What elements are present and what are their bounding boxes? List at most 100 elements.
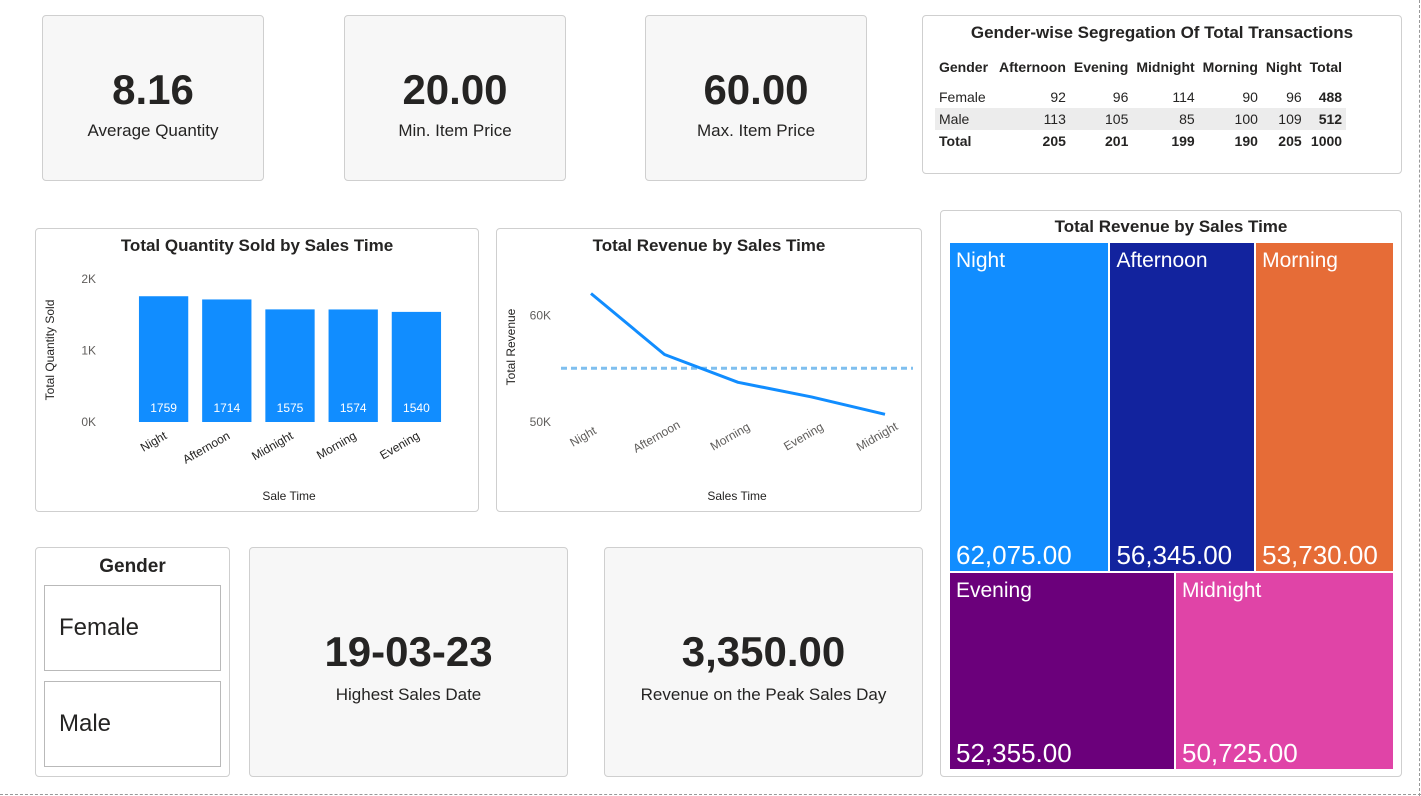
- y-axis-title: Total Quantity Sold: [43, 300, 57, 401]
- x-tick-label: Night: [138, 428, 170, 454]
- kpi-label: Highest Sales Date: [335, 685, 482, 704]
- x-tick-label: Midnight: [854, 419, 901, 454]
- table-cell: 85: [1132, 108, 1199, 130]
- bar-evening: [391, 311, 442, 422]
- bar-night: [138, 296, 189, 422]
- bar-value-label: 1759: [150, 401, 177, 415]
- treemap-cell-evening[interactable]: Evening 52,355.00: [949, 572, 1176, 770]
- bar-value-label: 1540: [403, 401, 430, 415]
- x-tick-label: Evening: [377, 428, 422, 462]
- revenue-treemap-visual: Total Revenue by Sales Time Night 62,075.…: [940, 210, 1402, 777]
- kpi-min-item-price: 20.00 Min. Item Price: [344, 15, 566, 181]
- bar-chart-title: Total Quantity Sold by Sales Time: [120, 236, 394, 255]
- bar-value-label: 1714: [213, 401, 240, 415]
- x-tick-label: Evening: [781, 420, 826, 454]
- kpi-highest-sales-date: 19-03-23 Highest Sales Date: [249, 547, 568, 777]
- table-cell: 199: [1171, 133, 1195, 149]
- x-tick-label: Afternoon: [180, 428, 232, 466]
- y-tick-label: 50K: [530, 415, 551, 429]
- table-cell: 113: [995, 108, 1070, 130]
- table-cell: 201: [1105, 133, 1129, 149]
- kpi-average-quantity: 8.16 Average Quantity: [42, 15, 264, 181]
- kpi-value: 3,350.00: [681, 628, 846, 675]
- column-header: Afternoon: [999, 59, 1066, 75]
- treemap-cell-morning[interactable]: Morning 53,730.00: [1255, 242, 1394, 573]
- y-axis-title: Total Revenue: [504, 308, 518, 385]
- table-row: Female 92 96 114 90 96 488: [935, 86, 1346, 108]
- x-tick-label: Midnight: [249, 428, 296, 463]
- kpi-value: 19-03-23: [324, 628, 493, 675]
- table-cell: 205: [1042, 133, 1066, 149]
- treemap-cell-afternoon[interactable]: Afternoon 56,345.00: [1109, 242, 1256, 573]
- kpi-peak-day-revenue: 3,350.00 Revenue on the Peak Sales Day: [604, 547, 923, 777]
- treemap-cell-value: 56,345.00: [1116, 540, 1233, 571]
- x-tick-label: Morning: [708, 420, 753, 454]
- table-cell: 190: [1234, 133, 1258, 149]
- table-row: Male 113 105 85 100 109 512: [935, 108, 1347, 130]
- kpi-label: Max. Item Price: [696, 121, 816, 140]
- table-cell-total: 512: [1305, 108, 1347, 130]
- table-cell-total: 488: [1318, 89, 1343, 105]
- table-cell: 205: [1278, 133, 1302, 149]
- line-chart-title: Total Revenue by Sales Time: [592, 236, 826, 255]
- y-tick-label: 1K: [81, 344, 96, 358]
- treemap-cell-label: Midnight: [1182, 579, 1262, 603]
- x-axis-title: Sale Time: [262, 489, 316, 503]
- column-header: Total: [1309, 59, 1343, 75]
- column-header: Evening: [1073, 59, 1129, 75]
- revenue-line: [590, 292, 886, 416]
- x-axis-title: Sales Time: [707, 489, 767, 503]
- treemap-cell-value: 62,075.00: [956, 540, 1072, 571]
- treemap-title: Total Revenue by Sales Time: [1054, 217, 1288, 236]
- revenue-line-chart-visual: Total Revenue by Sales Time 50K 60K Night A…: [496, 228, 922, 512]
- treemap-cell-label: Afternoon: [1116, 249, 1208, 272]
- kpi-value: 60.00: [703, 66, 809, 113]
- kpi-label: Average Quantity: [87, 121, 219, 140]
- row-label: Total: [939, 133, 972, 149]
- table-cell: 109: [1261, 108, 1306, 130]
- slicer-title: Gender: [99, 556, 166, 577]
- slicer-item-male[interactable]: Male: [44, 681, 221, 767]
- bar-morning: [328, 309, 378, 422]
- x-tick-label: Morning: [314, 428, 359, 462]
- y-tick-label: 2K: [81, 272, 96, 286]
- treemap-cell-label: Evening: [956, 579, 1032, 603]
- bar-afternoon: [202, 299, 252, 422]
- table-total-row: Total 205 201 199 190 205 1000: [935, 130, 1346, 152]
- treemap-cell-value: 52,355.00: [956, 737, 1072, 768]
- kpi-label: Min. Item Price: [398, 121, 512, 140]
- table-cell: 96: [1112, 89, 1129, 105]
- column-header: Gender: [939, 59, 989, 75]
- kpi-value: 20.00: [402, 66, 508, 113]
- kpi-label: Revenue on the Peak Sales Day: [640, 685, 887, 704]
- slicer-item-female[interactable]: Female: [44, 585, 221, 671]
- column-header: Night: [1265, 59, 1302, 75]
- kpi-value: 8.16: [112, 66, 194, 113]
- gender-matrix-visual: Gender-wise Segregation Of Total Transac…: [922, 15, 1402, 174]
- column-header: Morning: [1202, 59, 1258, 75]
- treemap-area: Night 62,075.00 Afternoon 56,345.00 Morning 5…: [949, 242, 1394, 770]
- table-cell: 96: [1286, 89, 1302, 105]
- treemap-cell-night[interactable]: Night 62,075.00: [949, 242, 1110, 573]
- column-header: Midnight: [1136, 59, 1195, 75]
- canvas-edge-right: [1419, 0, 1420, 796]
- table-cell: 92: [1050, 89, 1066, 105]
- canvas-edge-bottom: [0, 794, 1421, 795]
- gender-slicer: Gender Female Male: [35, 547, 230, 777]
- row-label: Male: [935, 108, 995, 130]
- y-tick-label: 0K: [81, 415, 96, 429]
- bar-value-label: 1574: [340, 401, 367, 415]
- x-tick-label: Afternoon: [630, 417, 682, 455]
- treemap-cell-midnight[interactable]: Midnight 50,725.00: [1175, 572, 1394, 770]
- kpi-max-item-price: 60.00 Max. Item Price: [645, 15, 867, 181]
- bar-midnight: [265, 309, 315, 422]
- table-cell: 114: [1172, 89, 1195, 105]
- treemap-cell-label: Morning: [1262, 249, 1338, 272]
- bar-chart-svg: 0K 1K 2K 1759 Night 1714 Afternoon 1575 Midnight…: [43, 272, 442, 503]
- gender-matrix-title: Gender-wise Segregation Of Total Transac…: [970, 23, 1354, 42]
- table-cell: 100: [1198, 108, 1262, 130]
- x-tick-label: Night: [567, 423, 599, 449]
- row-label: Female: [939, 89, 986, 105]
- treemap-cell-value: 53,730.00: [1262, 540, 1378, 571]
- line-chart-svg: 50K 60K Night Afternoon Morning Evening Midnig…: [504, 292, 913, 503]
